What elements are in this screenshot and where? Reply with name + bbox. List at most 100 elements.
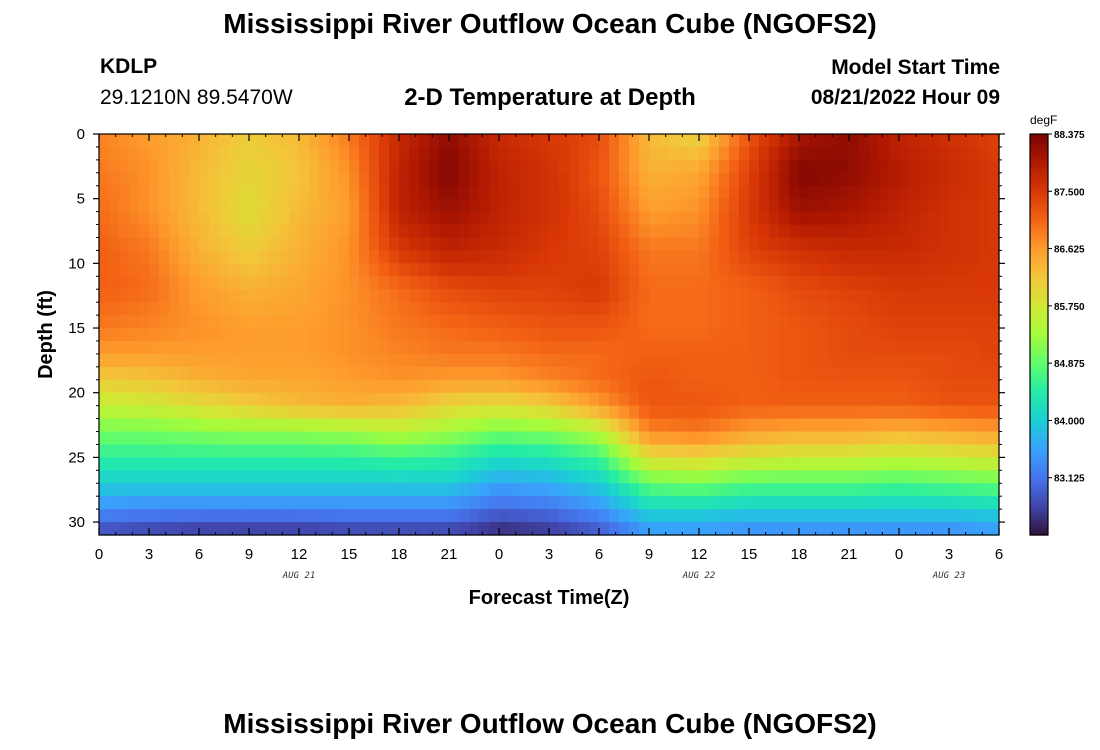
heatmap-cell <box>879 470 890 484</box>
heatmap-cell <box>99 353 110 368</box>
heatmap-cell <box>279 470 290 484</box>
heatmap-cell <box>669 509 680 523</box>
heatmap-cell <box>559 263 570 277</box>
heatmap-cell <box>979 185 990 200</box>
heatmap-cell <box>319 211 330 226</box>
heatmap-cell <box>599 340 610 355</box>
heatmap-cell <box>209 263 220 277</box>
heatmap-cell <box>129 159 140 174</box>
heatmap-cell <box>889 366 900 381</box>
heatmap-cell <box>159 276 170 290</box>
heatmap-cell <box>829 353 840 368</box>
heatmap-cell <box>249 289 260 303</box>
heatmap-cell <box>799 444 810 458</box>
heatmap-cell <box>729 483 740 497</box>
heatmap-cell <box>379 289 390 303</box>
heatmap-cell <box>279 263 290 277</box>
heatmap-cell <box>399 392 410 407</box>
heatmap-cell <box>239 302 250 316</box>
heatmap-cell <box>299 457 310 471</box>
heatmap-cell <box>349 418 360 433</box>
heatmap-cell <box>509 509 520 523</box>
heatmap-cell <box>959 237 970 252</box>
heatmap-cell <box>979 211 990 226</box>
heatmap-cell <box>289 250 300 264</box>
heatmap-cell <box>829 198 840 213</box>
heatmap-cell <box>169 198 180 213</box>
heatmap-cell <box>369 470 380 484</box>
heatmap-cell <box>629 353 640 368</box>
heatmap-cell <box>449 146 460 161</box>
heatmap-cell <box>409 224 420 239</box>
heatmap-cell <box>729 185 740 200</box>
colorbar-segment <box>1030 321 1048 326</box>
heatmap-cell <box>289 522 300 536</box>
heatmap-cell <box>969 392 980 407</box>
heatmap-cell <box>239 379 250 394</box>
heatmap-cell <box>279 392 290 407</box>
heatmap-cell <box>399 159 410 174</box>
heatmap-cell <box>709 146 720 161</box>
heatmap-cell <box>169 418 180 433</box>
heatmap-cell <box>679 302 690 316</box>
heatmap-cell <box>139 457 150 471</box>
heatmap-cell <box>759 496 770 510</box>
heatmap-cell <box>809 276 820 290</box>
heatmap-cell <box>309 509 320 523</box>
heatmap-cell <box>679 198 690 213</box>
heatmap-cell <box>99 328 110 342</box>
chart-axes: 0 3 6 9 12 15 18 21 0 3 6 9 12 15 18 21 0 3 6051015202530A… <box>35 126 1005 609</box>
heatmap-cell <box>259 483 270 497</box>
heatmap-cell <box>409 509 420 523</box>
heatmap-cell <box>99 444 110 458</box>
heatmap-cell <box>509 224 520 239</box>
heatmap-cell <box>549 185 560 200</box>
heatmap-cell <box>359 366 370 381</box>
heatmap-cell <box>379 444 390 458</box>
heatmap-cell <box>899 172 910 187</box>
heatmap-cell <box>899 276 910 290</box>
heatmap-cell <box>619 483 630 497</box>
heatmap-cell <box>349 250 360 264</box>
heatmap-cell <box>359 289 370 303</box>
heatmap-cell <box>589 379 600 394</box>
heatmap-cell <box>279 237 290 252</box>
heatmap-cell <box>699 250 710 264</box>
heatmap-cell <box>889 315 900 329</box>
heatmap-cell <box>779 353 790 368</box>
heatmap-cell <box>959 392 970 407</box>
heatmap-cell <box>819 483 830 497</box>
heatmap-cell <box>339 340 350 355</box>
heatmap-cell <box>239 392 250 407</box>
heatmap-cell <box>669 276 680 290</box>
heatmap-cell <box>909 470 920 484</box>
heatmap-cell <box>779 457 790 471</box>
heatmap-cell <box>779 328 790 342</box>
heatmap-cell <box>749 353 760 368</box>
heatmap-cell <box>909 353 920 368</box>
heatmap-cell <box>859 509 870 523</box>
heatmap-cell <box>809 237 820 252</box>
heatmap-cell <box>109 509 120 523</box>
heatmap-cell <box>669 159 680 174</box>
heatmap-cell <box>809 185 820 200</box>
heatmap-cell <box>769 509 780 523</box>
colorbar-segment <box>1030 294 1048 299</box>
heatmap-cell <box>249 457 260 471</box>
heatmap-cell <box>169 457 180 471</box>
heatmap-cell <box>439 444 450 458</box>
heatmap-cell <box>279 134 290 148</box>
heatmap-cell <box>979 457 990 471</box>
heatmap-cell <box>749 276 760 290</box>
heatmap-cell <box>849 444 860 458</box>
heatmap-cell <box>749 522 760 536</box>
heatmap-cell <box>779 522 790 536</box>
heatmap-cell <box>679 496 690 510</box>
heatmap-cell <box>519 470 530 484</box>
heatmap-cell <box>589 315 600 329</box>
colorbar-segment <box>1030 277 1048 282</box>
heatmap-cell <box>199 353 210 368</box>
heatmap-cell <box>219 134 230 148</box>
heatmap-cell <box>349 522 360 536</box>
heatmap-cell <box>899 470 910 484</box>
